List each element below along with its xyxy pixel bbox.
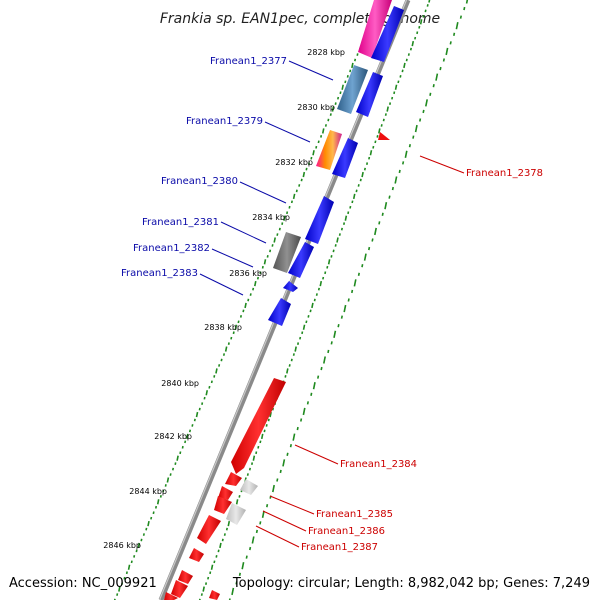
tick-label: 2834 kbp — [252, 213, 290, 222]
gene-label[interactable]: Franean1_2382 — [133, 243, 210, 254]
gene-label[interactable]: Franean1_2387 — [301, 542, 378, 553]
gene-feature[interactable] — [316, 130, 342, 170]
gene-feature[interactable] — [273, 232, 301, 273]
gene-label[interactable]: Franean1_2377 — [210, 56, 287, 67]
tick-label: 2842 kbp — [154, 432, 192, 441]
gene-label[interactable]: Franean1_2383 — [121, 268, 198, 279]
gene-labels: Franean1_2377 Franean1_2379 Franean1_2380 F… — [121, 56, 543, 553]
gene-leader-line — [264, 121, 311, 143]
gene-feature[interactable] — [214, 496, 232, 514]
gene-feature[interactable] — [218, 486, 233, 500]
tick-label: 2838 kbp — [204, 323, 242, 332]
tick-label: 2846 kbp — [103, 541, 141, 550]
gene-label[interactable]: Franean1_2378 — [466, 168, 543, 179]
gene-leader-line — [294, 444, 339, 465]
gene-leader-line — [211, 248, 254, 268]
gene-feature[interactable] — [283, 281, 298, 292]
tick-label: 2828 kbp — [307, 48, 345, 57]
gene-feature[interactable] — [164, 592, 178, 600]
gene-label[interactable]: Franean1_2385 — [316, 509, 393, 520]
tick-label: 2844 kbp — [129, 487, 167, 496]
gene-leader-line — [262, 510, 307, 532]
gene-label[interactable]: Franean1_2380 — [161, 176, 238, 187]
gene-leader-line — [255, 525, 300, 548]
gene-feature[interactable] — [240, 479, 258, 495]
gene-label[interactable]: Franean1_2384 — [340, 459, 417, 470]
tick-label: 2836 kbp — [229, 269, 267, 278]
gene-leader-line — [239, 181, 287, 204]
gene-feature[interactable] — [332, 138, 358, 178]
gene-leader-line — [199, 273, 244, 296]
gene-feature[interactable] — [288, 242, 314, 278]
forward-strand-genes — [268, 0, 404, 326]
gene-feature[interactable] — [305, 196, 334, 244]
gene-leader-line — [288, 60, 334, 81]
gene-feature[interactable] — [378, 132, 390, 140]
accession-label: Accession: NC_009921 — [9, 576, 157, 591]
gene-feature[interactable] — [178, 570, 193, 584]
gene-feature[interactable] — [371, 6, 404, 62]
reverse-strand-genes — [164, 132, 390, 600]
gene-feature[interactable] — [225, 472, 242, 486]
tick-label: 2830 kbp — [297, 103, 335, 112]
tick-label: 2840 kbp — [161, 379, 199, 388]
gene-leader-line — [220, 221, 267, 244]
gene-label[interactable]: Franean1_2381 — [142, 217, 219, 228]
kbp-ticks: 2828 kbp 2830 kbp 2832 kbp 2834 kbp 2836 kbp… — [103, 48, 345, 550]
gene-feature[interactable] — [231, 378, 286, 474]
gene-feature[interactable] — [197, 515, 221, 544]
gene-feature[interactable] — [356, 72, 383, 117]
gene-label[interactable]: Franean1_2379 — [186, 116, 263, 127]
gc-dot-tracks — [113, 0, 469, 600]
gene-feature[interactable] — [268, 298, 291, 326]
gene-feature[interactable] — [226, 503, 246, 525]
topology-label: Topology: circular; Length: 8,982,042 bp… — [232, 576, 590, 591]
gene-leader-line — [269, 495, 315, 515]
tick-label: 2832 kbp — [275, 158, 313, 167]
gene-label[interactable]: Franean1_2386 — [308, 526, 385, 537]
gene-feature[interactable] — [189, 548, 204, 562]
gene-feature[interactable] — [337, 65, 368, 114]
gene-feature[interactable] — [209, 590, 220, 600]
gene-feature[interactable] — [358, 0, 392, 58]
gene-feature[interactable] — [171, 580, 188, 598]
gene-leader-line — [419, 155, 465, 174]
